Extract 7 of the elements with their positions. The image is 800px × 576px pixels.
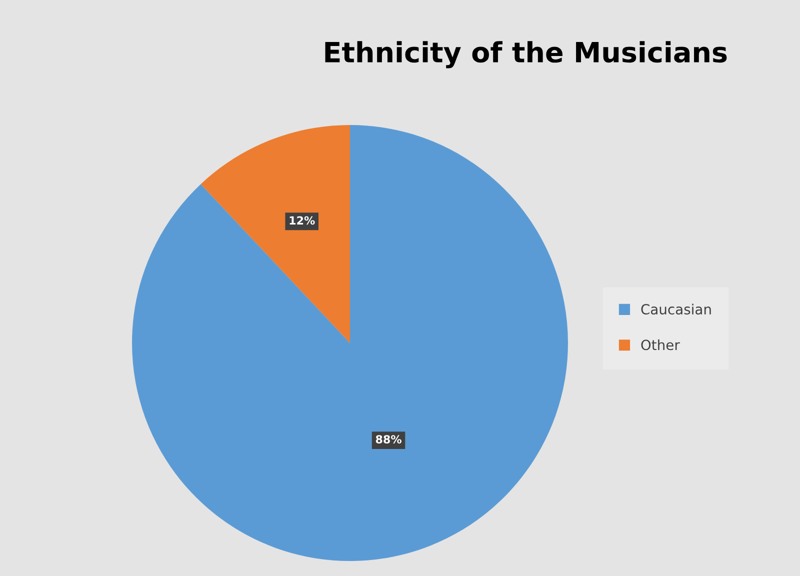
pie-slice [200,125,350,343]
legend-label: Caucasian [641,304,711,315]
pie-slice [132,125,568,561]
legend-label: Other [641,339,680,350]
data-label: 88% [376,435,402,444]
chart-title: Ethnicity of the Musicians [325,41,727,68]
data-label: 12% [290,216,315,225]
